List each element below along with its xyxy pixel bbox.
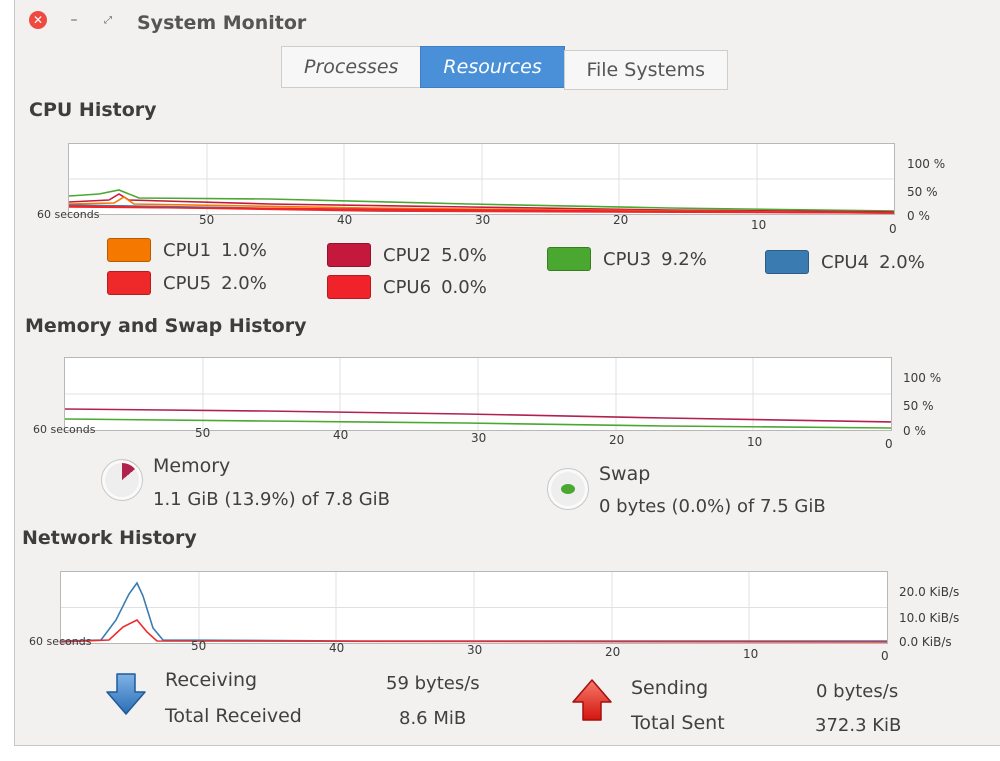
memory-value: 1.1 GiB (13.9%) of 7.8 GiB [153,489,391,510]
close-button[interactable]: ✕ [29,11,47,29]
mem-x-tick-60: 60 seconds [33,423,96,436]
mem-y-tick-0: 0 % [903,424,926,438]
cpu-history-title: CPU History [29,99,157,121]
net-x-tick-40: 40 [329,641,345,655]
memory-history-plot [65,358,891,430]
cpu6-value: 0.0% [441,276,487,298]
cpu4-legend[interactable]: CPU4 2.0% [765,250,925,274]
window-title: System Monitor [137,12,307,34]
network-history-title: Network History [22,527,197,549]
cpu6-trace [69,206,894,214]
memory-trace [65,408,891,423]
sending-arrow-icon[interactable] [571,678,613,722]
mem-x-tick-10: 10 [747,435,763,449]
cpu6-legend[interactable]: CPU6 0.0% [327,275,487,299]
memory-history-graph [64,357,892,431]
cpu-x-tick-40: 40 [337,213,353,227]
mem-x-tick-50: 50 [195,426,211,440]
cpu2-value: 5.0% [441,244,487,266]
tab-resources[interactable]: Resources [420,46,565,88]
mem-x-tick-0: 0 [885,437,893,451]
swap-value: 0 bytes (0.0%) of 7.5 GiB [599,496,826,517]
close-icon: ✕ [32,13,44,27]
cpu3-value: 9.2% [661,248,707,270]
net-x-tick-20: 20 [605,645,621,659]
net-x-tick-0: 0 [881,649,889,663]
sending-label: Sending [631,677,709,699]
receiving-value: 59 bytes/s [386,673,480,694]
net-x-tick-60: 60 seconds [29,635,92,648]
cpu5-value: 2.0% [221,272,267,294]
memory-pie-icon[interactable] [101,459,143,501]
cpu-x-tick-60: 60 seconds [37,208,100,221]
cpu2-name: CPU2 [383,244,432,266]
cpu-x-tick-10: 10 [751,218,767,232]
cpu5-color-swatch[interactable] [107,271,151,295]
cpu5-legend[interactable]: CPU5 2.0% [107,271,267,295]
title-bar: ✕ – ⤢ System Monitor [15,0,1000,46]
total-sent-value: 372.3 KiB [815,715,902,736]
maximize-button[interactable]: ⤢ [99,11,117,29]
cpu-x-tick-0: 0 [889,222,897,236]
cpu1-color-swatch[interactable] [107,238,151,262]
network-history-plot [61,572,887,643]
tab-file-systems[interactable]: File Systems [563,50,728,90]
cpu2-trace [69,193,894,213]
mem-y-tick-100: 100 % [903,371,942,385]
swap-pie-icon[interactable] [547,468,589,510]
cpu-history-graph [68,143,895,215]
mem-x-tick-20: 20 [609,433,625,447]
cpu3-trace [69,189,894,212]
cpu-y-tick-50: 50 % [907,185,938,199]
net-y-tick-0: 0.0 KiB/s [899,635,952,649]
cpu3-name: CPU3 [603,248,652,270]
cpu-y-tick-100: 100 % [907,157,946,171]
cpu5-name: CPU5 [163,272,212,294]
mem-x-tick-40: 40 [333,428,349,442]
sending-value: 0 bytes/s [816,681,899,702]
mem-y-tick-50: 50 % [903,399,934,413]
cpu4-color-swatch[interactable] [765,250,809,274]
cpu2-color-swatch[interactable] [327,243,371,267]
receiving-label: Receiving [165,669,258,691]
maximize-icon: ⤢ [104,14,112,26]
cpu-x-tick-20: 20 [613,213,629,227]
total-sent-label: Total Sent [631,712,725,734]
receiving-arrow-icon[interactable] [105,672,147,716]
cpu3-color-swatch[interactable] [547,247,591,271]
minimize-button[interactable]: – [65,11,83,29]
cpu-x-tick-30: 30 [475,213,491,227]
mem-x-tick-30: 30 [471,431,487,445]
memory-label: Memory [153,455,231,477]
cpu-x-tick-50: 50 [199,213,215,227]
memory-history-title: Memory and Swap History [25,315,307,337]
cpu1-value: 1.0% [221,239,267,261]
tab-processes[interactable]: Processes [281,46,422,88]
cpu6-name: CPU6 [383,276,432,298]
net-y-tick-20: 20.0 KiB/s [899,585,960,599]
cpu2-legend[interactable]: CPU2 5.0% [327,243,487,267]
net-y-tick-10: 10.0 KiB/s [899,611,960,625]
swap-trace [65,418,891,429]
cpu-y-tick-0: 0 % [907,209,930,223]
cpu6-color-swatch[interactable] [327,275,371,299]
net-x-tick-30: 30 [467,643,483,657]
system-monitor-window: ✕ – ⤢ System Monitor Processes Resources… [14,0,1000,746]
minimize-icon: – [70,12,78,28]
total-received-value: 8.6 MiB [399,708,467,729]
network-history-graph [60,571,888,644]
swap-label: Swap [599,463,651,485]
cpu4-value: 2.0% [879,251,925,273]
tab-bar: Processes Resources File Systems [281,46,728,90]
total-received-label: Total Received [165,705,302,727]
net-x-tick-50: 50 [191,639,207,653]
cpu-history-plot [69,144,894,214]
cpu1-legend[interactable]: CPU1 1.0% [107,238,267,262]
net-x-tick-10: 10 [743,647,759,661]
cpu1-name: CPU1 [163,239,212,261]
cpu3-legend[interactable]: CPU3 9.2% [547,247,707,271]
send-trace [61,619,887,643]
cpu4-name: CPU4 [821,251,870,273]
swap-pie-dot [561,484,575,494]
